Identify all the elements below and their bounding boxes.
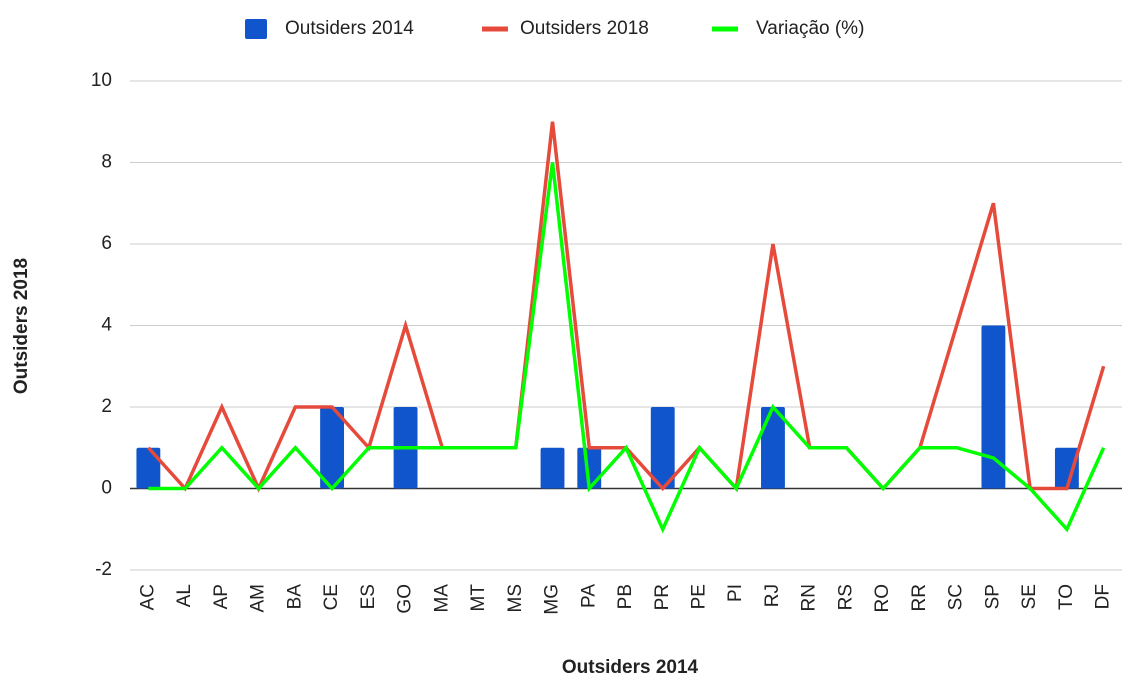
x-tick-label: PI [725, 584, 746, 602]
x-tick-label: MG [542, 584, 563, 615]
y-tick-label: 0 [101, 478, 112, 499]
y-tick-label: 8 [101, 152, 112, 173]
bar [1054, 447, 1079, 489]
y-tick-label: 6 [101, 233, 112, 254]
x-axis-title: Outsiders 2014 [562, 657, 699, 678]
legend-swatch [245, 19, 267, 39]
x-tick-label: RN [799, 584, 820, 611]
y-tick-label: 2 [101, 396, 112, 417]
x-tick-label: AC [137, 584, 158, 610]
legend-label: Outsiders 2014 [285, 18, 414, 39]
legend-label: Variação (%) [756, 18, 864, 39]
y-tick-label: -2 [95, 559, 112, 580]
x-tick-label: AM [248, 584, 269, 613]
line-series [148, 162, 1106, 534]
x-tick-label: CE [321, 584, 342, 610]
x-tick-label: MS [505, 584, 526, 613]
x-tick-label: TO [1056, 584, 1077, 610]
x-tick-label: PB [615, 584, 636, 609]
bar [540, 447, 565, 489]
x-tick-label: DF [1093, 584, 1114, 609]
x-tick-label: AP [211, 584, 232, 609]
x-tick-label: RO [872, 584, 893, 613]
x-tick-label: RJ [762, 584, 783, 607]
x-tick-label: SC [946, 584, 967, 610]
y-tick-label: 4 [101, 315, 112, 336]
x-tick-label: RS [835, 584, 856, 610]
legend-label: Outsiders 2018 [520, 18, 649, 39]
x-tick-label: MA [431, 584, 452, 613]
line-series [147, 121, 1106, 493]
x-tick-label: GO [395, 584, 416, 614]
x-tick-label: AL [174, 584, 195, 607]
x-tick-label: PA [578, 584, 599, 608]
x-tick-label: RR [909, 584, 930, 611]
bar [136, 447, 161, 489]
y-tick-label: 10 [91, 70, 112, 91]
x-tick-label: SP [982, 584, 1003, 609]
bar [577, 447, 602, 489]
y-axis-title: Outsiders 2018 [11, 258, 32, 394]
bar [981, 325, 1006, 489]
bar [650, 407, 675, 489]
bar [320, 407, 345, 489]
x-tick-label: MT [468, 584, 489, 612]
x-tick-label: PE [688, 584, 709, 609]
bar [761, 407, 785, 489]
x-tick-label: BA [284, 584, 305, 610]
x-tick-label: PR [652, 584, 673, 610]
x-tick-label: SE [1019, 584, 1040, 609]
x-tick-label: ES [358, 584, 379, 609]
